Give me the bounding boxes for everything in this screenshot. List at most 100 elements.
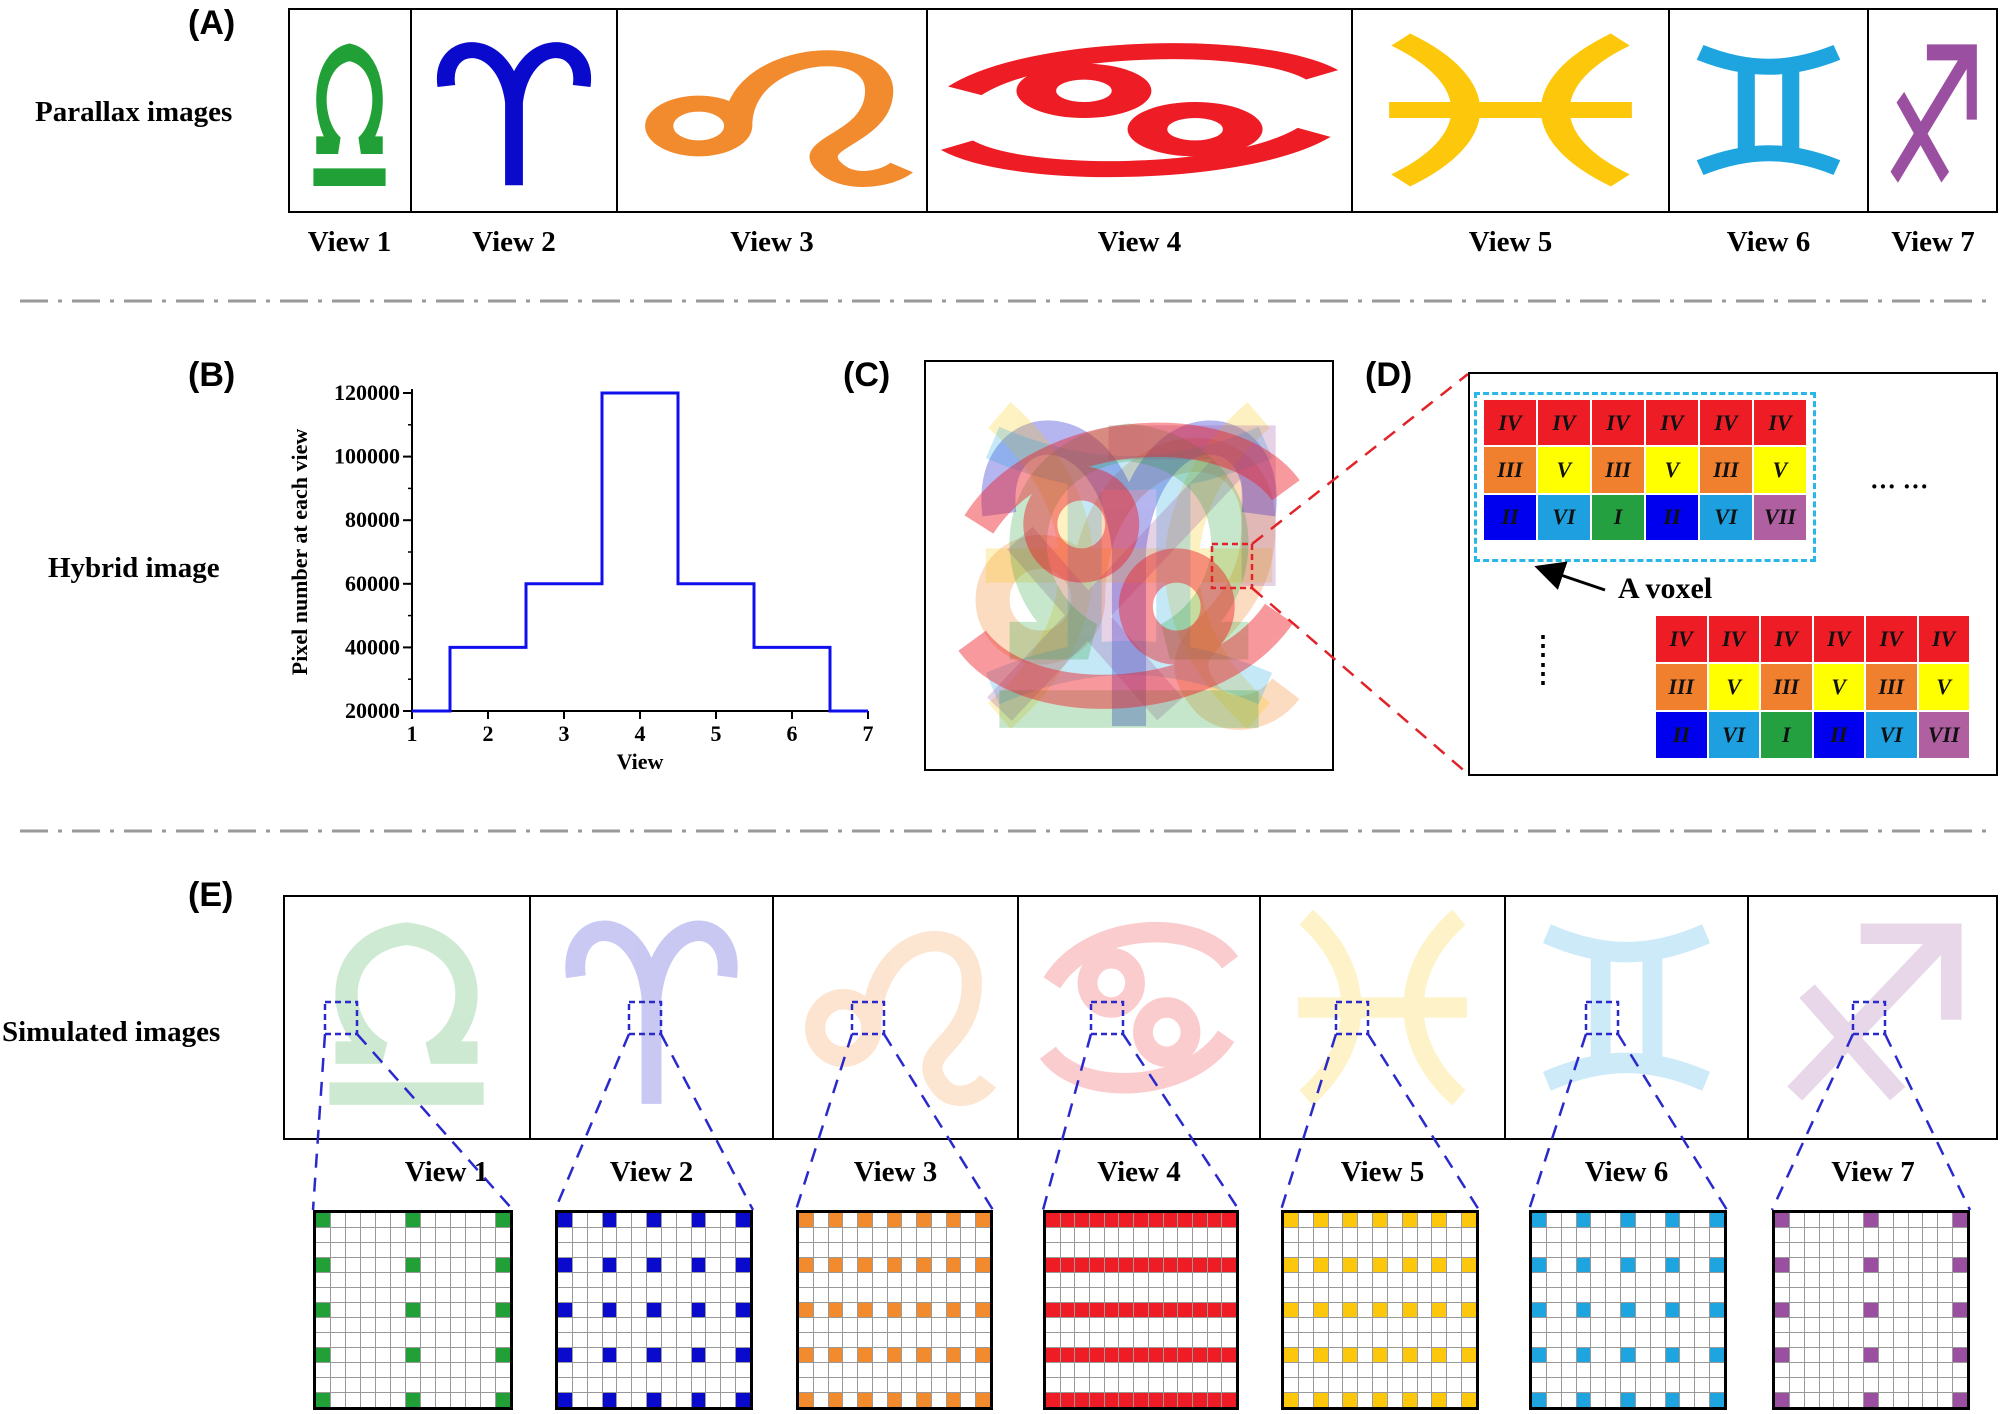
grid-cell	[331, 1378, 345, 1392]
grid-cell	[1207, 1243, 1222, 1257]
grid-cell	[436, 1273, 450, 1287]
grid-cell	[587, 1333, 602, 1347]
grid-cell	[1864, 1378, 1878, 1392]
grid-cell	[1621, 1258, 1635, 1272]
grid-cell	[946, 1258, 961, 1272]
grid-cell	[1222, 1288, 1236, 1302]
grid-cell	[602, 1213, 617, 1227]
grid-cell	[1789, 1273, 1804, 1287]
grid-cell	[466, 1393, 480, 1407]
hybrid-image-label: Hybrid image	[48, 552, 220, 584]
grid-cell	[736, 1258, 750, 1272]
grid-cell	[813, 1333, 828, 1347]
sub-pixel: IV	[1656, 616, 1707, 662]
grid-cell	[1046, 1303, 1060, 1317]
grid-cell	[1148, 1333, 1163, 1347]
grid-cell	[558, 1228, 572, 1242]
sub-pixel: III	[1866, 664, 1917, 710]
grid-cell	[1561, 1333, 1576, 1347]
grid-cell	[843, 1393, 858, 1407]
grid-cell	[661, 1288, 676, 1302]
view-label: View 1	[404, 1156, 489, 1188]
grid-cell	[558, 1273, 572, 1287]
grid-cell	[1328, 1258, 1343, 1272]
grid-cell	[1893, 1273, 1908, 1287]
grid-cell	[691, 1273, 706, 1287]
grid-cell	[647, 1273, 661, 1287]
grid-cell	[1591, 1393, 1606, 1407]
grid-cell	[976, 1288, 990, 1302]
sub-pixel: I	[1761, 712, 1812, 758]
grid-cell	[828, 1303, 843, 1317]
grid-cell	[632, 1303, 647, 1317]
grid-cell	[1576, 1378, 1591, 1392]
grid-cell	[961, 1213, 976, 1227]
grid-cell	[1576, 1333, 1591, 1347]
grid-cell	[1163, 1288, 1178, 1302]
grid-cell	[1163, 1378, 1178, 1392]
grid-cell	[976, 1228, 990, 1242]
grid-cell	[1222, 1363, 1236, 1377]
grid-cell	[602, 1348, 617, 1362]
grid-cell	[1178, 1393, 1192, 1407]
grid-cell	[1163, 1318, 1178, 1332]
grid-cell	[1923, 1378, 1938, 1392]
grid-cell	[1893, 1303, 1908, 1317]
grid-cell	[661, 1333, 676, 1347]
grid-cell	[1775, 1303, 1789, 1317]
grid-cell	[1953, 1243, 1967, 1257]
sub-pixel: IV	[1918, 616, 1969, 662]
grid-cell	[1178, 1228, 1192, 1242]
grid-cell	[1561, 1393, 1576, 1407]
grid-cell	[1432, 1348, 1447, 1362]
grid-cell	[1938, 1333, 1953, 1347]
grid-cell	[872, 1303, 887, 1317]
grid-cell	[1650, 1333, 1665, 1347]
grid-cell	[451, 1378, 465, 1392]
sub-pixel: IV	[1708, 616, 1759, 662]
grid-cell	[828, 1273, 843, 1287]
grid-cell	[1060, 1273, 1075, 1287]
grid-cell	[1561, 1273, 1576, 1287]
grid-cell	[1373, 1333, 1387, 1347]
grid-cell	[1621, 1333, 1635, 1347]
grid-cell	[572, 1318, 587, 1332]
grid-cell	[1402, 1258, 1417, 1272]
grid-cell	[887, 1213, 902, 1227]
pixel-grid	[555, 1210, 753, 1410]
grid-cell	[647, 1213, 661, 1227]
grid-cell	[887, 1303, 902, 1317]
grid-cell	[721, 1243, 736, 1257]
grid-cell	[1207, 1213, 1222, 1227]
grid-cell	[1222, 1303, 1236, 1317]
grid-cell	[1358, 1318, 1373, 1332]
grid-cell	[1532, 1243, 1546, 1257]
grid-cell	[1432, 1318, 1447, 1332]
grid-cell	[872, 1393, 887, 1407]
grid-cell	[496, 1393, 510, 1407]
grid-cell	[1938, 1288, 1953, 1302]
grid-cell	[1546, 1258, 1561, 1272]
grid-cell	[1789, 1348, 1804, 1362]
grid-cell	[331, 1363, 345, 1377]
grid-cell	[1343, 1243, 1358, 1257]
grid-cell	[1417, 1333, 1432, 1347]
grid-cell	[1953, 1213, 1967, 1227]
grid-cell	[1313, 1303, 1328, 1317]
grid-cell	[1462, 1303, 1476, 1317]
grid-cell	[858, 1333, 872, 1347]
grid-cell	[1328, 1318, 1343, 1332]
grid-cell	[406, 1273, 420, 1287]
grid-cell	[946, 1378, 961, 1392]
grid-cell	[602, 1378, 617, 1392]
grid-cell	[902, 1273, 917, 1287]
grid-cell	[1680, 1318, 1695, 1332]
grid-cell	[451, 1393, 465, 1407]
libra-symbol-icon	[302, 30, 397, 190]
grid-cell	[1621, 1393, 1635, 1407]
grid-cell	[361, 1303, 375, 1317]
grid-cell	[706, 1303, 721, 1317]
grid-cell	[1207, 1363, 1222, 1377]
grid-cell	[1695, 1378, 1710, 1392]
grid-cell	[1358, 1303, 1373, 1317]
